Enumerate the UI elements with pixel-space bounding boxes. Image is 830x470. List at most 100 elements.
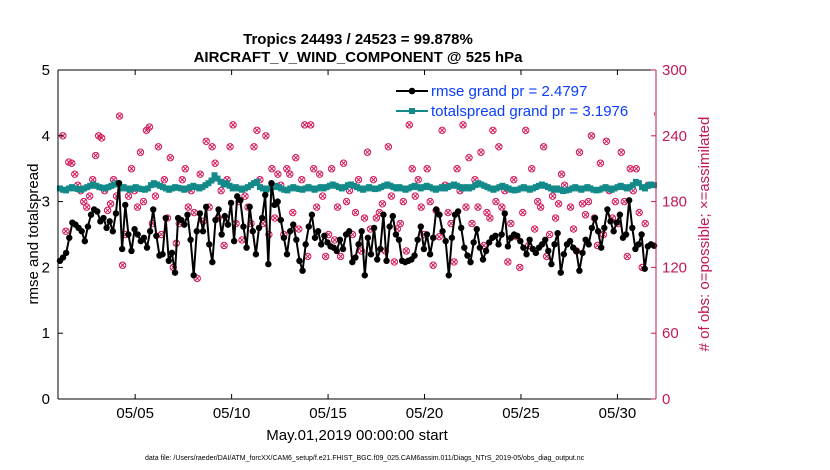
spread-series-point [214,175,221,182]
spread-series-point [90,181,97,188]
spread-series-point [163,185,170,192]
obs-possible-point [333,203,342,211]
obs-assimilated-point [508,220,514,227]
obs-possible-point [283,165,291,173]
rmse-series-point [467,258,474,266]
spread-series-point [408,184,415,191]
rmse-series-point [426,251,434,258]
obs-possible-point [453,165,461,173]
rmse-series-point [106,218,113,225]
obs-assimilated-point [487,215,493,221]
obs-assimilated-point [191,209,197,216]
spread-series-point [111,181,118,188]
rmse-series-point [495,241,502,248]
obs-assimilated-point [523,127,529,133]
obs-possible-point [429,261,437,269]
obs-assimilated-point [543,253,550,260]
obs-assimilated-point [633,166,639,172]
spread-series-point [275,184,282,191]
obs-possible-point [477,148,485,156]
spread-series-point [529,185,536,192]
spread-series-point [402,186,409,193]
obs-possible-point [617,148,626,156]
obs-possible-point [103,206,112,215]
spread-series-point [260,185,267,192]
obs-assimilated-point [424,166,430,172]
spread-series-point [438,184,445,191]
obs-assimilated-point [403,248,409,254]
obs-possible-point [71,170,79,178]
obs-assimilated-point [63,228,69,234]
obs-assimilated-point [119,262,126,268]
rmse-series-point [305,223,312,230]
spread-series-point [247,182,254,189]
obs-assimilated-point [561,182,568,188]
spread-series-point [478,181,485,188]
obs-assimilated-point [218,187,224,194]
rmse-series-point [128,247,135,255]
rmse-series-point [579,249,586,257]
spread-series-point [56,185,63,192]
obs-possible-point [536,203,545,211]
rmse-series-point [414,236,421,243]
rmse-series-point [311,234,319,241]
obs-assimilated-point [603,138,610,144]
obs-possible-point [309,165,318,173]
rmse-series-point [168,249,176,257]
rmse-series-point [318,241,325,248]
rmse-series-point [221,212,228,220]
obs-possible-point [250,143,258,151]
obs-assimilated-point [585,198,592,205]
rmse-series-point [140,234,148,241]
obs-assimilated-point [167,155,173,161]
rmse-series-point [436,211,443,218]
obs-possible-point [596,159,605,167]
spread-series-point [460,185,467,192]
obs-possible-point [551,214,560,222]
spread-series-point [311,186,318,193]
obs-assimilated-point [87,193,93,199]
spread-series-point [141,186,148,193]
rmse-series-point [430,234,437,241]
obs-possible-point [139,197,148,206]
rmse-series-point [442,237,449,245]
rmse-series-point [159,251,166,258]
legend-spread-marker [409,108,415,114]
spread-series-point [75,186,82,193]
rmse-series-point [146,228,154,235]
spread-series-point [123,185,130,192]
rmse-series-point [258,214,266,222]
rmse-series-point [181,221,188,228]
rmse-series-point [591,214,599,222]
obs-assimilated-point [439,127,445,133]
rmse-series-point [224,221,232,228]
obs-assimilated-point [179,177,185,183]
spread-series-point [96,184,103,191]
rmse-series-point [255,224,263,232]
rmse-series-point [479,256,487,263]
obs-assimilated-point [81,198,87,205]
obs-assimilated-point [499,204,505,210]
rmse-series-point [115,179,123,187]
rmse-series-point [597,244,605,251]
obs-assimilated-point [320,193,326,199]
obs-possible-point [312,203,321,211]
obs-assimilated-point [588,133,595,139]
obs-possible-point [581,211,590,219]
spread-series-point [611,185,618,192]
rmse-series-point [445,272,452,279]
obs-possible-point [253,126,261,135]
obs-possible-point [369,175,378,184]
rmse-series-point [364,234,372,241]
spread-series-point [272,182,279,189]
obs-assimilated-point [469,220,475,227]
obs-possible-point [611,197,620,206]
rmse-series-point [504,243,512,250]
spread-series-point [423,182,430,189]
obs-assimilated-point [460,122,466,128]
obs-possible-point [533,197,542,206]
obs-assimilated-point [314,204,320,210]
rmse-series-point [523,251,530,258]
obs-assimilated-point [287,171,293,177]
spread-series-point [66,185,73,192]
